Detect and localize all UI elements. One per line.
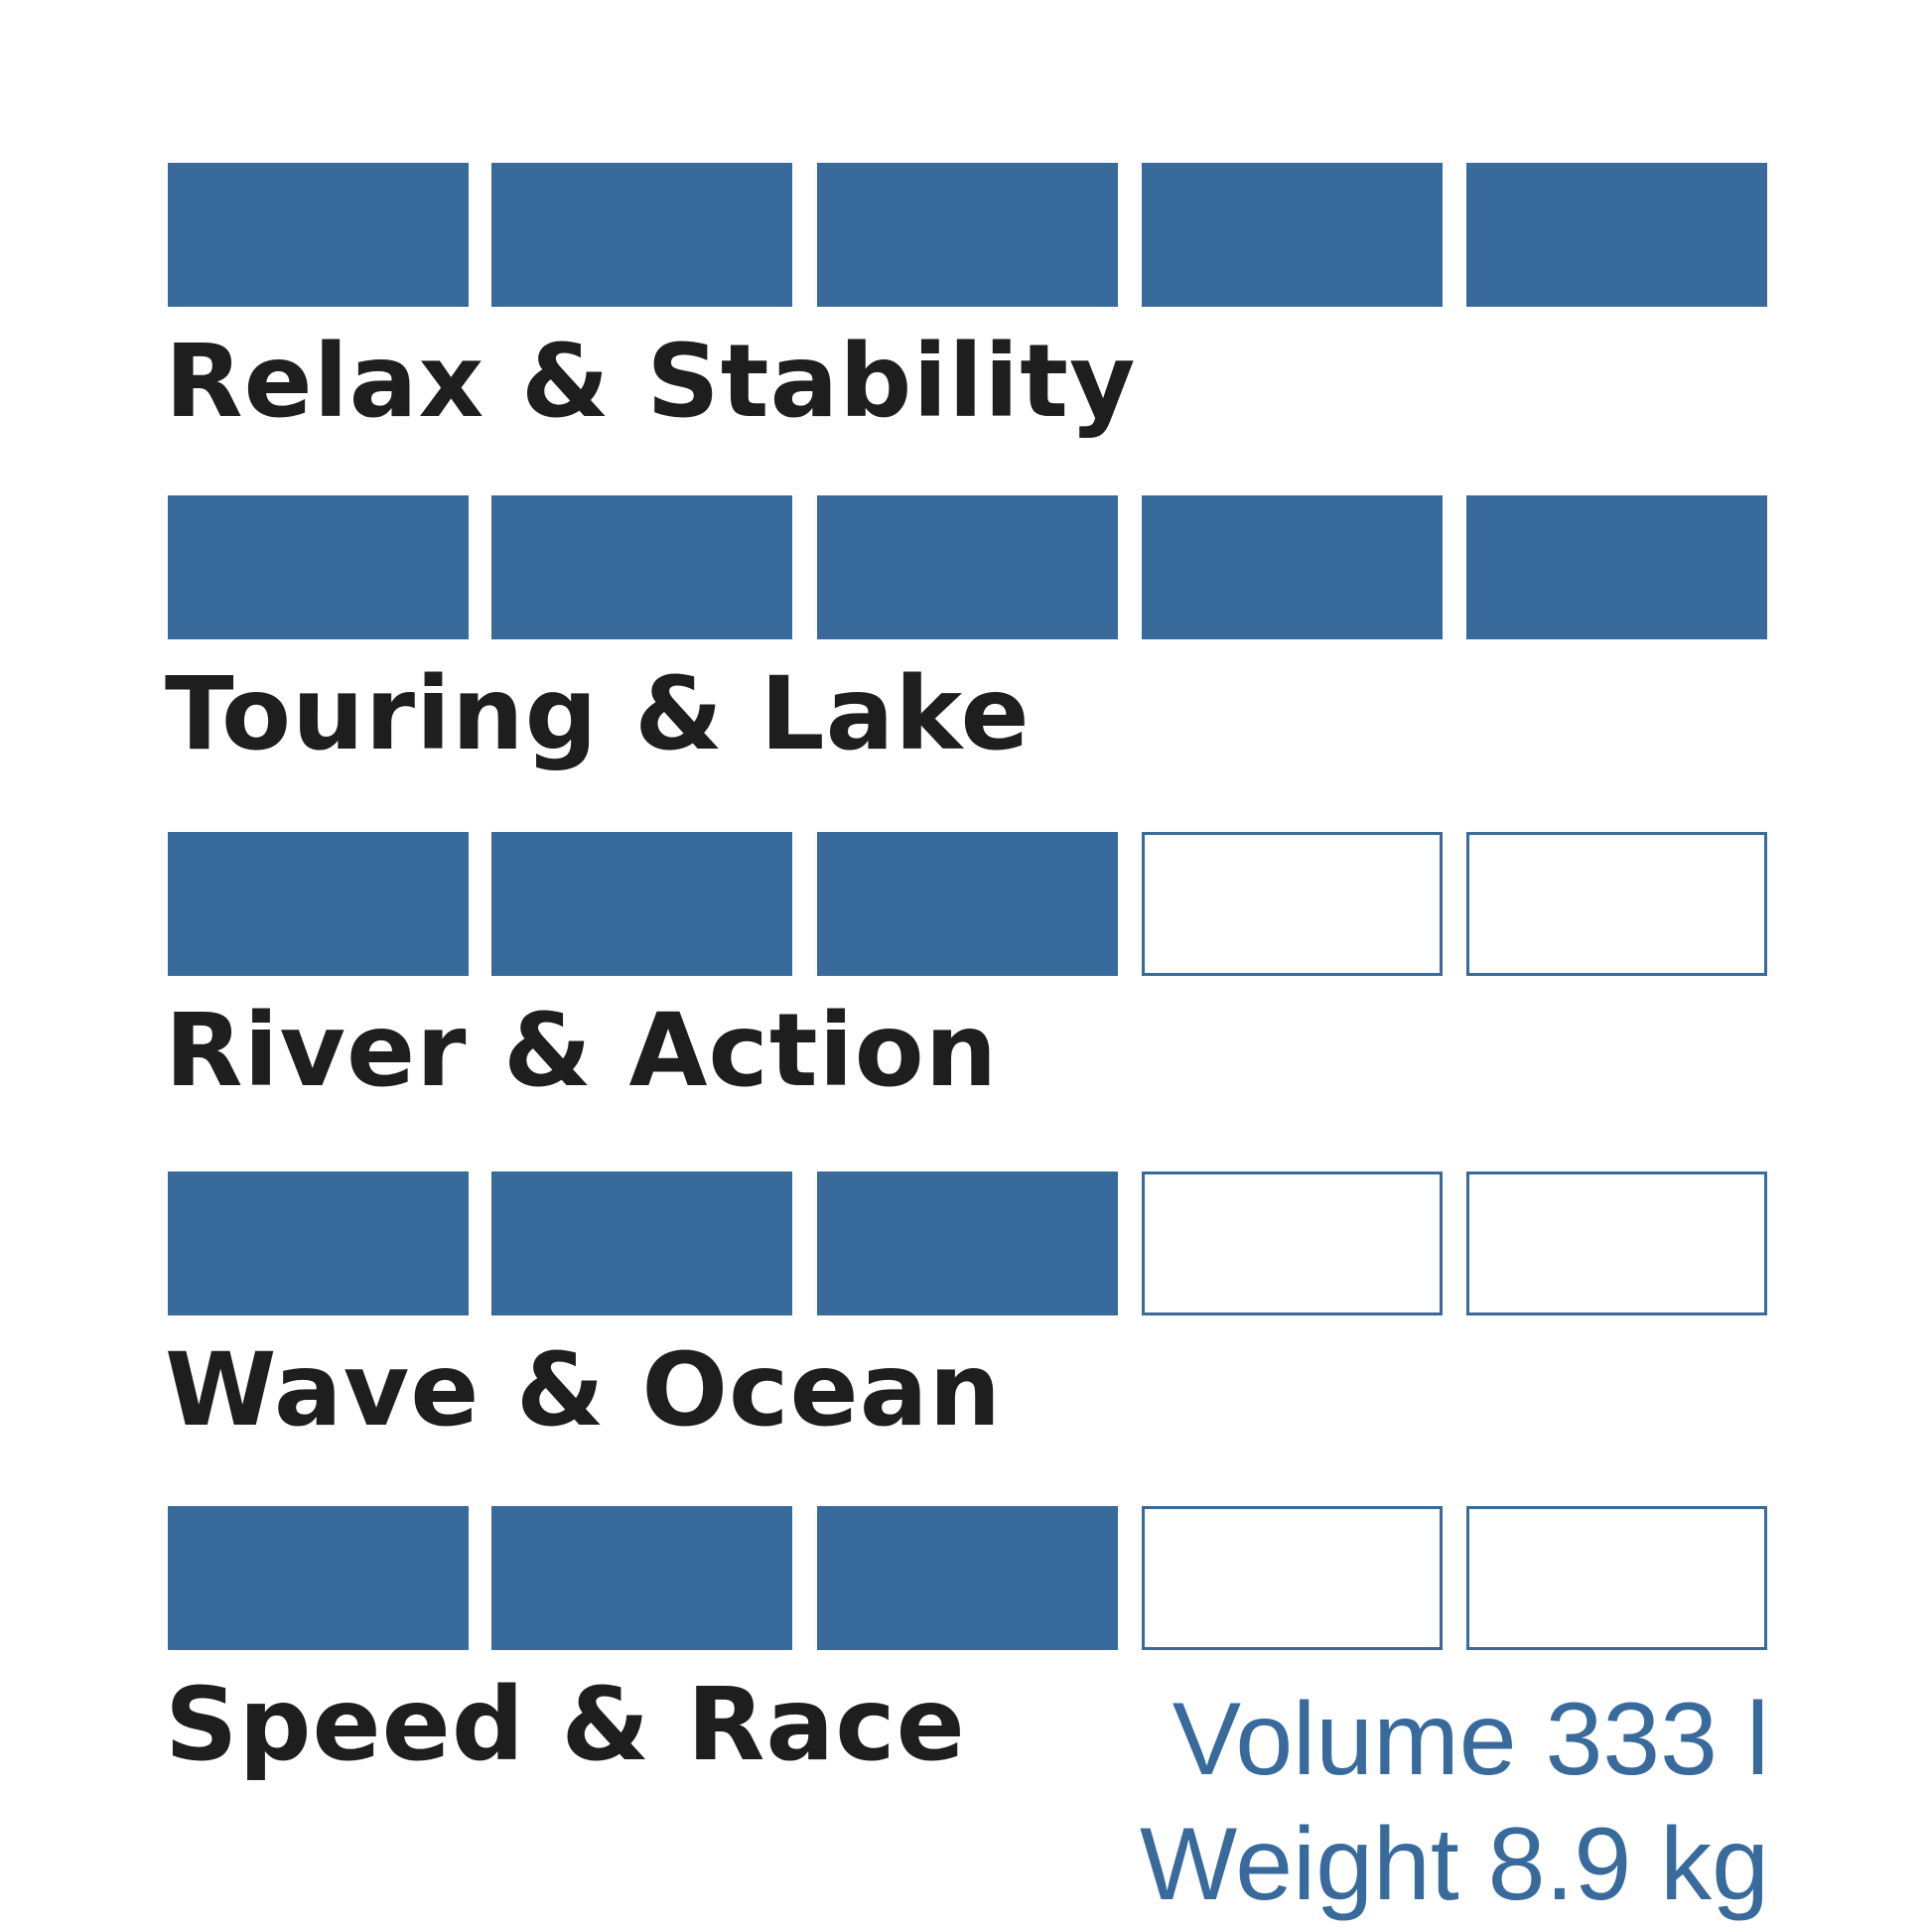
category-label: River & Action xyxy=(165,992,999,1110)
rating-segment-filled xyxy=(817,495,1118,639)
rating-segment-empty xyxy=(1142,1172,1443,1315)
rating-segment-empty xyxy=(1466,832,1767,976)
rating-segment-filled xyxy=(168,1506,469,1650)
rating-segment-filled xyxy=(1466,495,1767,639)
category-label: Relax & Stability xyxy=(165,323,1137,441)
category-label: Speed & Race xyxy=(165,1666,966,1784)
rating-segment-filled xyxy=(817,163,1118,307)
rating-segment-filled xyxy=(491,1506,792,1650)
rating-segment-filled xyxy=(491,163,792,307)
rating-row xyxy=(168,163,1767,307)
category-label: Touring & Lake xyxy=(165,655,1031,773)
rating-row xyxy=(168,495,1767,639)
volume-text: Volume 333 l xyxy=(1172,1682,1769,1797)
weight-text: Weight 8.9 kg xyxy=(1139,1807,1769,1922)
category-label: Wave & Ocean xyxy=(165,1331,1003,1449)
rating-segment-empty xyxy=(1142,1506,1443,1650)
rating-row xyxy=(168,1506,1767,1650)
rating-segment-filled xyxy=(168,495,469,639)
rating-segment-filled xyxy=(491,1172,792,1315)
rating-segment-empty xyxy=(1466,1172,1767,1315)
rating-segment-empty xyxy=(1466,1506,1767,1650)
rating-segment-filled xyxy=(817,1506,1118,1650)
rating-segment-filled xyxy=(491,495,792,639)
rating-segment-empty xyxy=(1142,832,1443,976)
rating-segment-filled xyxy=(168,1172,469,1315)
rating-segment-filled xyxy=(168,832,469,976)
rating-row xyxy=(168,1172,1767,1315)
rating-segment-filled xyxy=(1466,163,1767,307)
rating-row xyxy=(168,832,1767,976)
rating-segment-filled xyxy=(491,832,792,976)
rating-segment-filled xyxy=(817,1172,1118,1315)
rating-segment-filled xyxy=(817,832,1118,976)
rating-segment-filled xyxy=(1142,163,1443,307)
rating-segment-filled xyxy=(1142,495,1443,639)
rating-segment-filled xyxy=(168,163,469,307)
